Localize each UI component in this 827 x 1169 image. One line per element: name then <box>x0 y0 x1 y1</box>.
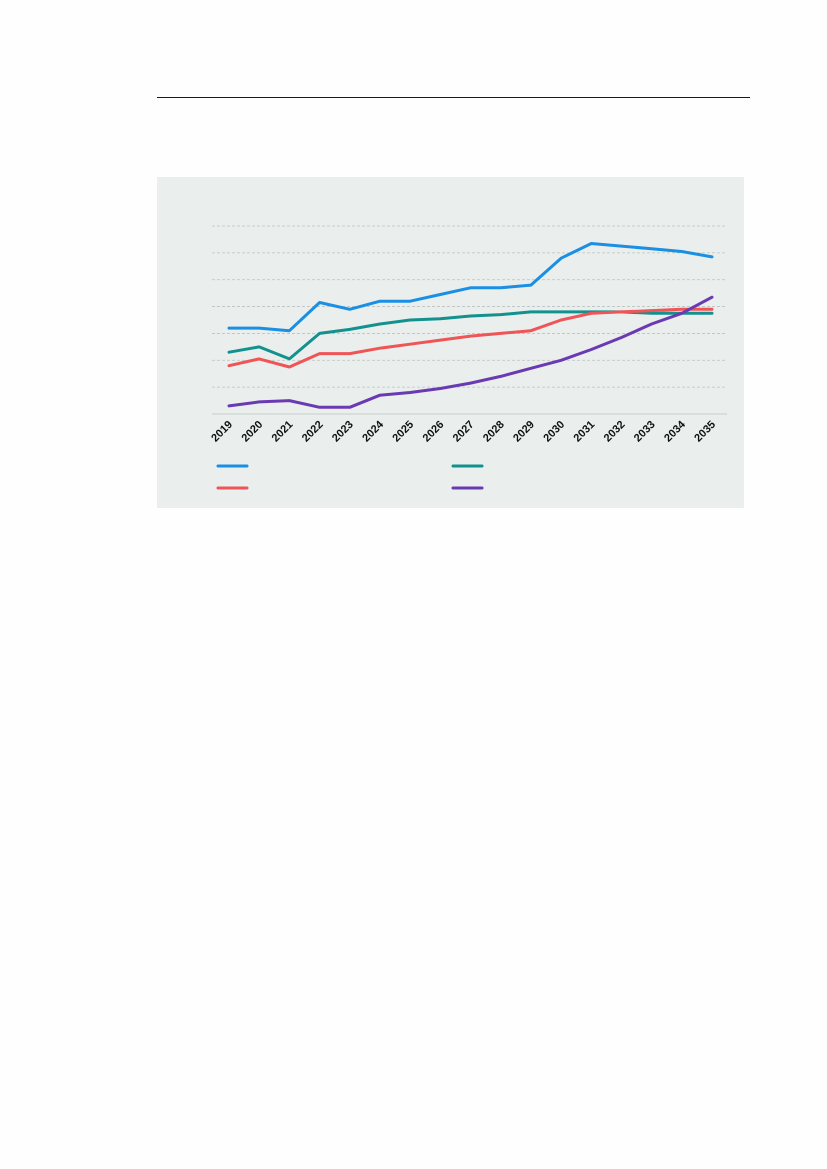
line-chart: 2019 2020 2021 2022 2023 2024 2025 2026 2027 2028… <box>209 225 727 490</box>
legend <box>216 464 484 490</box>
series-lines <box>227 242 714 409</box>
x-tick-label: 2024 <box>360 418 386 444</box>
x-tick-label: 2033 <box>632 419 658 445</box>
x-tick-label: 2032 <box>602 419 628 445</box>
x-tick-label: 2019 <box>209 419 235 445</box>
gridlines <box>212 225 727 415</box>
x-tick-label: 2029 <box>511 419 537 445</box>
x-tick-label: 2027 <box>451 419 477 445</box>
x-tick-label: 2035 <box>692 419 718 445</box>
x-tick-label: 2030 <box>541 419 567 445</box>
x-axis-tick-labels: 2019 2020 2021 2022 2023 2024 2025 2026 2027 2028… <box>209 418 718 444</box>
x-tick-label: 2025 <box>390 419 416 445</box>
x-tick-label: 2034 <box>662 418 688 444</box>
header-rule <box>157 97 750 98</box>
x-tick-label: 2023 <box>330 419 356 445</box>
x-tick-label: 2031 <box>572 419 598 445</box>
x-tick-label: 2020 <box>240 419 266 445</box>
x-tick-label: 2021 <box>270 419 296 445</box>
x-tick-label: 2022 <box>300 419 326 445</box>
x-tick-label: 2028 <box>481 419 507 445</box>
series-line-blue <box>227 242 714 333</box>
series-line-purple <box>227 295 714 409</box>
x-tick-label: 2026 <box>421 419 447 445</box>
chart-panel: 2019 2020 2021 2022 2023 2024 2025 2026 2027 2028… <box>157 177 744 508</box>
series-line-red <box>227 307 714 369</box>
